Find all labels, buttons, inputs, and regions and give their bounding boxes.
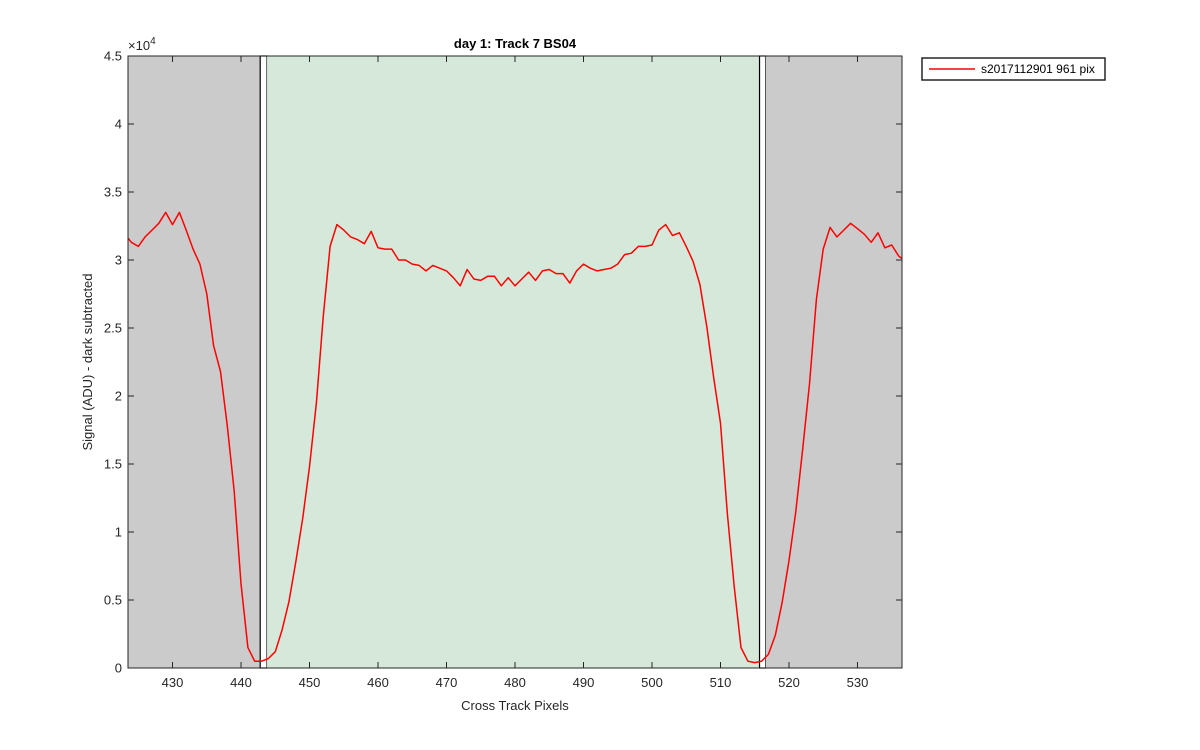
y-axis-ticks: 0 0.5 1 1.5 2 2.5 3 3.5 4 4.5 xyxy=(104,49,902,676)
x-tick-label: 480 xyxy=(504,675,526,690)
region-included-2 xyxy=(267,56,760,668)
y-tick-label: 2 xyxy=(115,389,122,404)
x-tick-label: 490 xyxy=(573,675,595,690)
series-layer xyxy=(127,211,903,664)
series-line-0 xyxy=(127,211,903,664)
legend-entry-label: s2017112901 961 pix xyxy=(981,62,1095,76)
x-axis-ticks: 430 440 450 460 470 480 490 500 510 520 530 xyxy=(162,56,869,690)
y-tick-label: 4.5 xyxy=(104,49,122,64)
x-tick-label: 500 xyxy=(641,675,663,690)
y-axis-exponent-power: 4 xyxy=(150,36,156,47)
x-tick-label: 430 xyxy=(162,675,184,690)
region-boundary-3 xyxy=(758,55,767,669)
y-tick-label: 1.5 xyxy=(104,457,122,472)
x-tick-label: 440 xyxy=(230,675,252,690)
x-tick-label: 470 xyxy=(436,675,458,690)
region-excluded-0 xyxy=(128,56,261,668)
y-tick-label: 0.5 xyxy=(104,593,122,608)
x-tick-label: 510 xyxy=(710,675,732,690)
x-tick-label: 460 xyxy=(367,675,389,690)
legend-box xyxy=(921,57,1106,81)
y-axis-label: Signal (ADU) - dark subtracted xyxy=(80,273,95,450)
x-tick-label: 530 xyxy=(847,675,869,690)
y-tick-label: 2.5 xyxy=(104,321,122,336)
x-axis-label: Cross Track Pixels xyxy=(461,698,569,713)
y-tick-label: 3 xyxy=(115,253,122,268)
y-tick-label: 3.5 xyxy=(104,185,122,200)
y-tick-label: 0 xyxy=(115,661,122,676)
legend[interactable]: s2017112901 961 pix xyxy=(921,57,1106,81)
chart-title: day 1: Track 7 BS04 xyxy=(454,36,577,51)
x-tick-label: 450 xyxy=(299,675,321,690)
y-axis-exponent: ×104 xyxy=(128,36,156,53)
y-tick-label: 4 xyxy=(115,117,122,132)
y-tick-label: 1 xyxy=(115,525,122,540)
y-axis-exponent-base: ×10 xyxy=(128,38,150,53)
region-boundary-1 xyxy=(259,55,268,669)
x-tick-label: 520 xyxy=(778,675,800,690)
